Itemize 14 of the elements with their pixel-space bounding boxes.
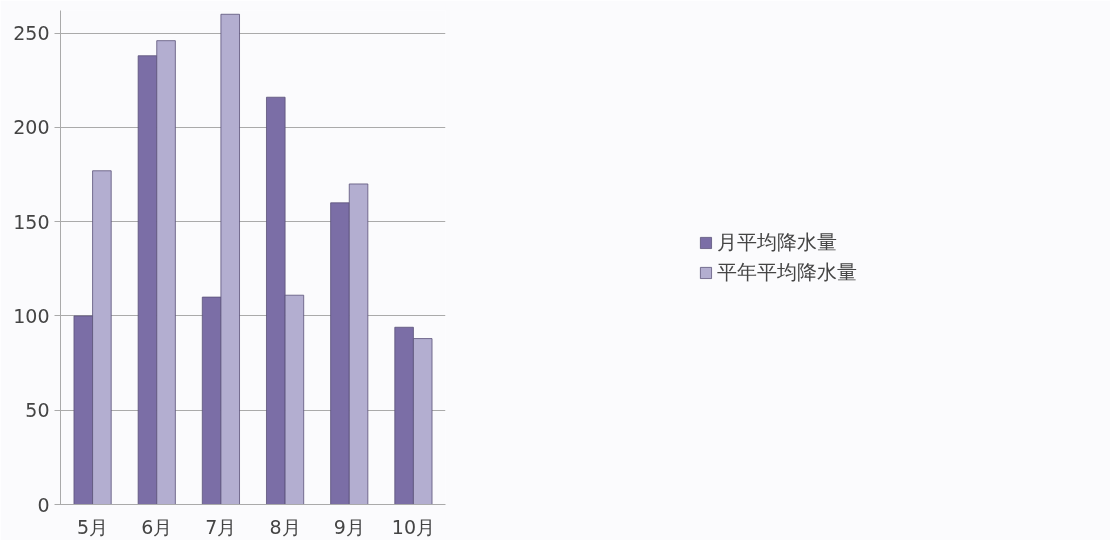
- x-tick-label: 8月: [269, 515, 301, 538]
- x-tick-label: 7月: [205, 515, 237, 538]
- x-tick-label: 10月: [391, 515, 436, 538]
- y-tick-label: 200: [13, 116, 50, 139]
- legend-label: 月平均降水量: [717, 228, 837, 256]
- x-tick-label: 5月: [77, 515, 109, 538]
- y-tick-label: 50: [25, 399, 50, 422]
- y-tick-label: 150: [13, 210, 50, 233]
- x-tick-label: 9月: [333, 515, 365, 538]
- y-tick-label: 0: [37, 493, 50, 516]
- x-tick-label: 6月: [141, 515, 173, 538]
- legend-label: 平年平均降水量: [717, 258, 857, 286]
- y-tick-label: 100: [13, 304, 50, 327]
- y-tick-label: 250: [13, 22, 50, 45]
